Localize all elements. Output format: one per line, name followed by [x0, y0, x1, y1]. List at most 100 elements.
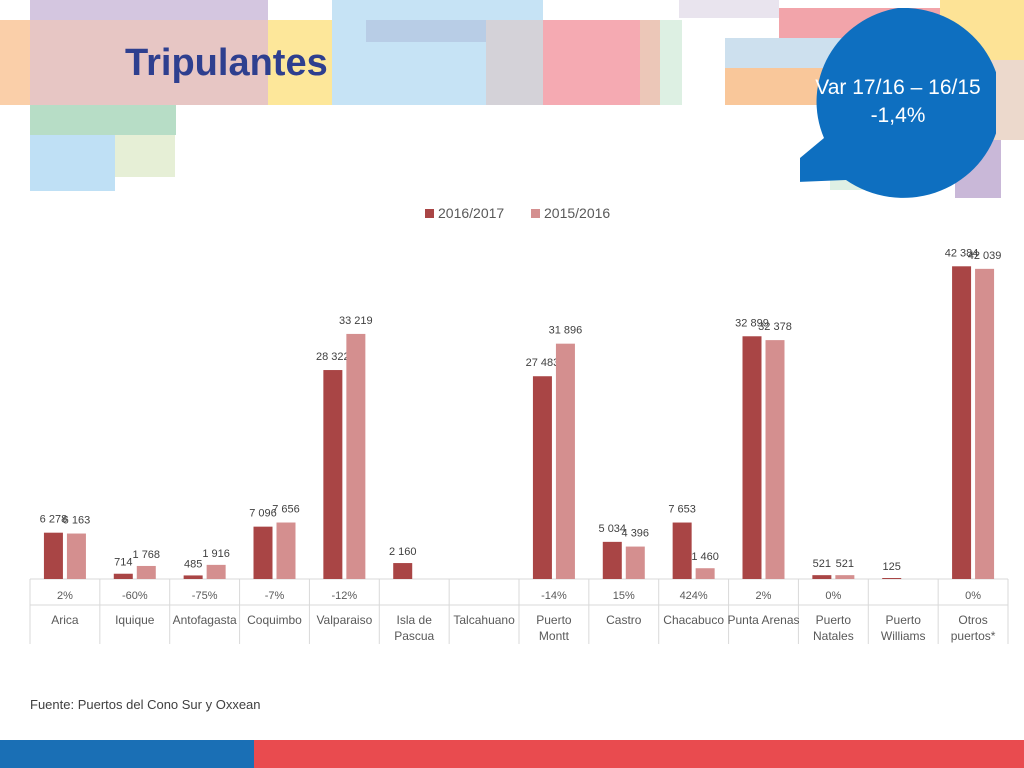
category-label: Puerto — [886, 613, 922, 627]
bar — [882, 578, 902, 579]
category-label: Valparaiso — [316, 613, 372, 627]
category-label: Chacabuco — [663, 613, 724, 627]
slide-title: Tripulantes — [125, 42, 328, 84]
data-label: 28 322 — [316, 351, 350, 363]
bar — [975, 268, 995, 579]
callout-line2: -1,4% — [870, 104, 926, 127]
callout-line1: Var 17/16 – 16/15 — [815, 76, 981, 99]
data-label: 7 656 — [272, 504, 300, 516]
data-label: 125 — [883, 561, 901, 573]
data-label: 1 768 — [133, 549, 161, 561]
legend-swatch — [531, 209, 540, 218]
bar — [43, 532, 63, 579]
decor-block — [30, 105, 176, 135]
decor-block — [30, 135, 115, 191]
bar — [136, 565, 156, 579]
variation-label: 0% — [825, 590, 841, 602]
data-label: 4 396 — [622, 528, 650, 540]
decor-block — [268, 20, 332, 105]
variation-label: -7% — [265, 590, 285, 602]
bar — [765, 340, 785, 579]
decor-block — [30, 20, 268, 105]
variation-label: 2% — [756, 590, 772, 602]
category-label: Punta Arenas — [727, 613, 799, 627]
data-label: 5 034 — [599, 523, 627, 535]
footer-band-blue — [0, 740, 254, 768]
bar — [602, 541, 622, 579]
bar — [532, 376, 552, 579]
bar — [183, 575, 203, 579]
bar — [113, 573, 133, 579]
variation-label: -60% — [122, 590, 148, 602]
data-label: 33 219 — [339, 315, 373, 327]
category-label: Williams — [881, 629, 926, 643]
decor-block — [679, 0, 779, 18]
bar — [206, 564, 226, 579]
data-label: 6 163 — [63, 515, 91, 527]
bar — [276, 522, 296, 579]
decor-block — [486, 20, 546, 105]
footer-band-red — [254, 740, 1024, 768]
bar — [695, 568, 715, 579]
legend-label: 2016/2017 — [438, 205, 504, 221]
callout-text: Var 17/16 – 16/15 -1,4% — [800, 74, 996, 130]
category-label: Antofagasta — [173, 613, 237, 627]
data-label: 521 — [836, 558, 854, 570]
category-label: Puerto — [816, 613, 852, 627]
category-label: puertos* — [951, 629, 996, 643]
data-label: 6 278 — [40, 514, 68, 526]
variation-label: -14% — [541, 590, 567, 602]
category-label: Talcahuano — [453, 613, 515, 627]
variation-label: -75% — [192, 590, 218, 602]
data-label: 1 916 — [202, 548, 230, 560]
bar — [346, 333, 366, 579]
data-label: 42 039 — [968, 250, 1002, 262]
variation-label: -12% — [332, 590, 358, 602]
bar — [672, 522, 692, 579]
decor-block — [366, 20, 486, 42]
bar — [952, 266, 972, 579]
category-label: Coquimbo — [247, 613, 302, 627]
category-label: Montt — [539, 629, 570, 643]
variation-label: 15% — [613, 590, 635, 602]
variation-label: 0% — [965, 590, 981, 602]
category-label: Natales — [813, 629, 854, 643]
decor-block — [660, 20, 682, 105]
bar — [555, 343, 575, 579]
variation-label: 2% — [57, 590, 73, 602]
data-label: 31 896 — [549, 325, 583, 337]
bar — [323, 370, 343, 579]
bar — [742, 336, 762, 579]
bar — [835, 575, 855, 579]
category-label: Arica — [51, 613, 79, 627]
data-label: 2 160 — [389, 546, 417, 558]
data-label: 1 460 — [691, 551, 719, 563]
bar — [812, 575, 832, 579]
decor-block — [543, 20, 640, 105]
data-label: 7 653 — [668, 504, 696, 516]
category-label: Castro — [606, 613, 642, 627]
data-label: 42 384 — [945, 247, 979, 259]
legend-swatch — [425, 209, 434, 218]
category-label: Iquique — [115, 613, 155, 627]
category-label: Pascua — [394, 629, 434, 643]
variation-label: 424% — [680, 590, 708, 602]
data-label: 714 — [114, 557, 132, 569]
legend-label: 2015/2016 — [544, 205, 610, 221]
data-label: 32 899 — [735, 317, 769, 329]
category-label: Puerto — [536, 613, 572, 627]
bar — [66, 533, 86, 579]
bar — [393, 563, 413, 579]
bar — [253, 526, 273, 579]
callout-bubble — [800, 8, 996, 198]
data-label: 485 — [184, 558, 202, 570]
source-note: Fuente: Puertos del Cono Sur y Oxxean — [30, 697, 261, 712]
category-label: Otros — [958, 613, 987, 627]
decor-block — [640, 20, 660, 105]
data-label: 521 — [813, 558, 831, 570]
decor-block — [30, 0, 268, 20]
decor-block — [115, 135, 175, 177]
category-label: Isla de — [397, 613, 433, 627]
bar — [625, 546, 645, 579]
